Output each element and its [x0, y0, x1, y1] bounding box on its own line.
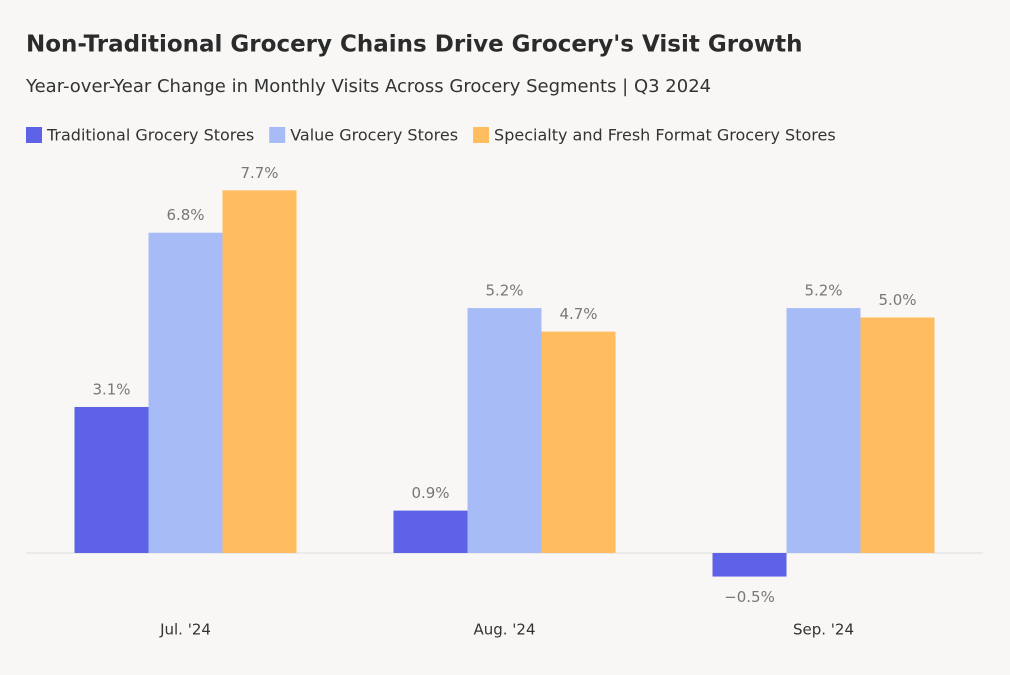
legend-label: Value Grocery Stores — [290, 126, 458, 145]
legend-label: Specialty and Fresh Format Grocery Store… — [494, 126, 836, 145]
bar — [786, 308, 861, 553]
data-label: 3.1% — [92, 380, 130, 398]
data-label: 5.2% — [485, 282, 523, 300]
data-label: 0.9% — [411, 484, 449, 502]
x-tick-label: Sep. '24 — [793, 621, 854, 639]
legend-swatch — [473, 127, 490, 143]
bar — [467, 308, 542, 553]
chart-title: Non-Traditional Grocery Chains Drive Gro… — [26, 32, 803, 58]
bar — [74, 406, 149, 553]
data-label: 5.2% — [804, 282, 842, 300]
x-tick-label: Jul. '24 — [159, 621, 211, 639]
data-label: 7.7% — [240, 164, 278, 182]
legend-swatch — [269, 127, 286, 143]
legend-swatch — [26, 127, 42, 143]
legend-label: Traditional Grocery Stores — [46, 126, 254, 145]
bar — [712, 553, 787, 577]
data-label: 6.8% — [166, 206, 204, 224]
chart-subtitle: Year-over-Year Change in Monthly Visits … — [25, 76, 711, 97]
bar — [148, 232, 223, 553]
bar — [222, 190, 297, 553]
bar — [860, 317, 935, 553]
data-label: 4.7% — [559, 305, 597, 323]
bar — [393, 510, 468, 553]
x-tick-label: Aug. '24 — [473, 621, 535, 639]
bar — [541, 331, 616, 553]
data-label: 5.0% — [878, 291, 916, 309]
data-label: −0.5% — [724, 588, 775, 606]
